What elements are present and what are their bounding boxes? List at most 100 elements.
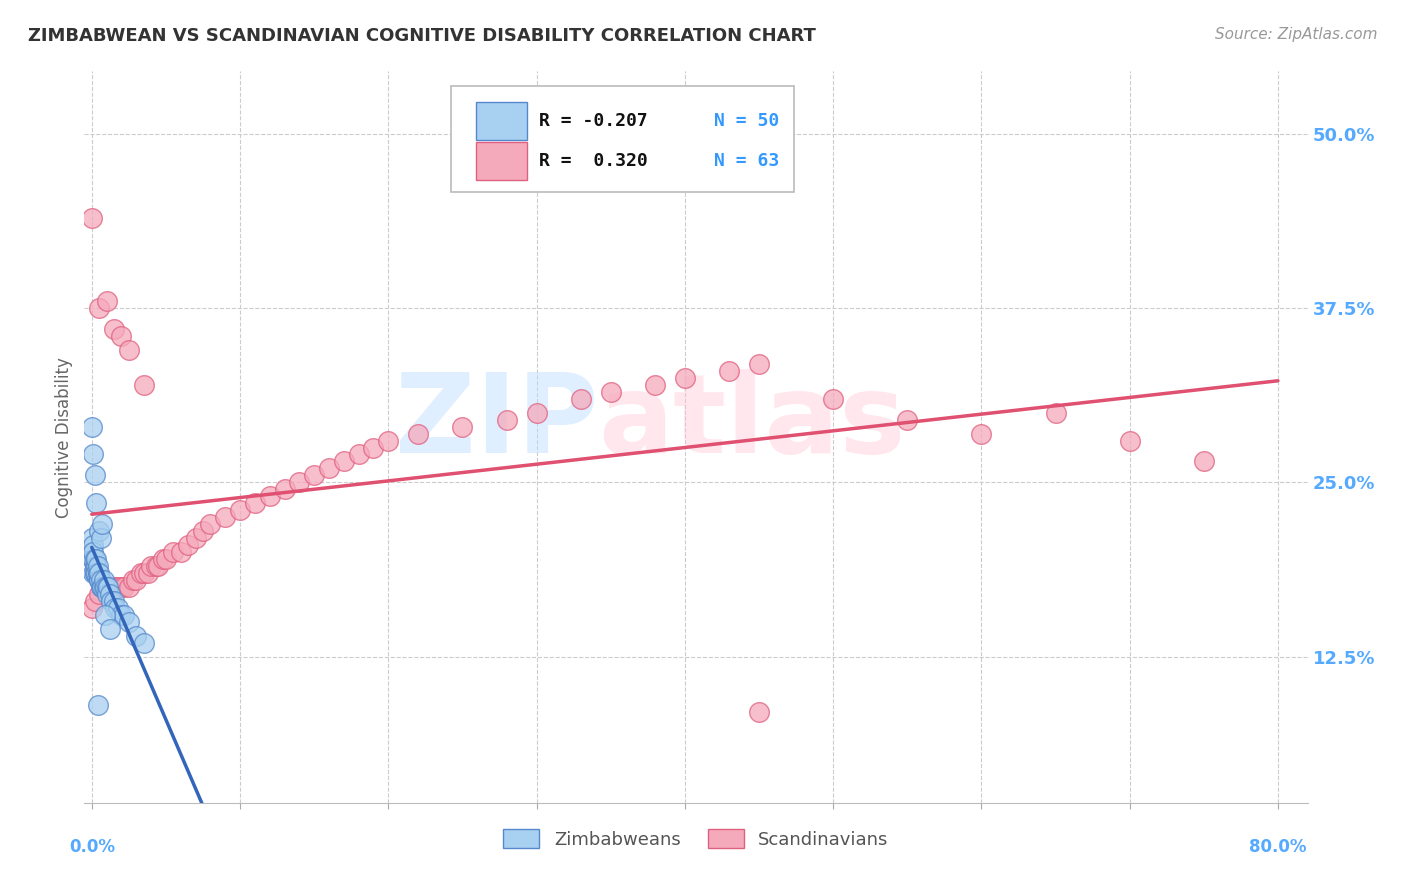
Point: [118, 580, 141, 594]
Point: [83, 468, 105, 483]
Point: [112, 607, 135, 622]
Point: [83, 566, 105, 580]
Point: [84, 552, 107, 566]
Point: [80, 211, 103, 225]
Point: [103, 594, 125, 608]
Point: [110, 607, 132, 622]
Point: [97, 580, 120, 594]
Point: [83, 552, 105, 566]
Point: [748, 705, 770, 719]
Point: [86, 698, 108, 713]
Point: [125, 573, 148, 587]
Point: [90, 531, 112, 545]
Point: [84, 566, 107, 580]
Point: [1118, 434, 1140, 448]
Point: [80, 531, 103, 545]
FancyBboxPatch shape: [475, 102, 527, 140]
Point: [599, 384, 621, 399]
Point: [86, 566, 108, 580]
Point: [103, 580, 125, 594]
Point: [93, 573, 115, 587]
Point: [136, 566, 159, 580]
Point: [451, 419, 474, 434]
Point: [84, 496, 107, 510]
Point: [100, 594, 122, 608]
Text: 80.0%: 80.0%: [1249, 838, 1306, 855]
Point: [569, 392, 592, 406]
Point: [100, 580, 122, 594]
Point: [93, 580, 115, 594]
Point: [288, 475, 311, 490]
Point: [363, 441, 385, 455]
Point: [107, 600, 129, 615]
Point: [98, 587, 121, 601]
Point: [86, 558, 108, 573]
Point: [162, 545, 184, 559]
Point: [170, 545, 193, 559]
Point: [89, 587, 111, 601]
Point: [89, 573, 111, 587]
Point: [347, 448, 370, 462]
Point: [83, 558, 105, 573]
Point: [89, 566, 111, 580]
Point: [132, 377, 155, 392]
Point: [184, 531, 207, 545]
Point: [82, 552, 104, 566]
Point: [104, 600, 127, 615]
Text: N = 63: N = 63: [714, 152, 779, 169]
Point: [94, 607, 117, 622]
Point: [118, 343, 141, 357]
Text: ZIP: ZIP: [395, 369, 598, 476]
Point: [91, 580, 114, 594]
Point: [177, 538, 200, 552]
Point: [718, 364, 741, 378]
Text: R = -0.207: R = -0.207: [540, 112, 648, 130]
Point: [406, 426, 429, 441]
Point: [82, 538, 104, 552]
Text: atlas: atlas: [598, 369, 905, 476]
Point: [93, 580, 115, 594]
Point: [83, 594, 105, 608]
Point: [96, 580, 118, 594]
Point: [644, 377, 666, 392]
Point: [526, 406, 548, 420]
Point: [94, 580, 117, 594]
Point: [112, 580, 135, 594]
Point: [155, 552, 177, 566]
Point: [80, 600, 103, 615]
Point: [82, 566, 104, 580]
FancyBboxPatch shape: [451, 86, 794, 192]
Point: [1192, 454, 1215, 468]
Point: [302, 468, 325, 483]
Point: [80, 419, 103, 434]
Point: [1045, 406, 1067, 420]
Point: [200, 517, 222, 532]
Point: [673, 371, 696, 385]
Point: [98, 622, 121, 636]
Point: [84, 558, 107, 573]
Point: [318, 461, 340, 475]
Point: [103, 322, 125, 336]
Text: ZIMBABWEAN VS SCANDINAVIAN COGNITIVE DISABILITY CORRELATION CHART: ZIMBABWEAN VS SCANDINAVIAN COGNITIVE DIS…: [28, 27, 815, 45]
Point: [748, 357, 770, 371]
Point: [89, 573, 111, 587]
Point: [129, 566, 152, 580]
Point: [229, 503, 252, 517]
Point: [152, 552, 174, 566]
Point: [896, 412, 918, 426]
Point: [823, 392, 845, 406]
Point: [89, 301, 111, 316]
Point: [214, 510, 236, 524]
Point: [132, 635, 155, 649]
Text: Source: ZipAtlas.com: Source: ZipAtlas.com: [1215, 27, 1378, 42]
Point: [82, 545, 104, 559]
Text: N = 50: N = 50: [714, 112, 779, 130]
Point: [86, 566, 108, 580]
Point: [80, 545, 103, 559]
Point: [145, 558, 167, 573]
Point: [90, 580, 112, 594]
Point: [125, 629, 148, 643]
Point: [259, 489, 281, 503]
Point: [970, 426, 993, 441]
Point: [148, 558, 170, 573]
